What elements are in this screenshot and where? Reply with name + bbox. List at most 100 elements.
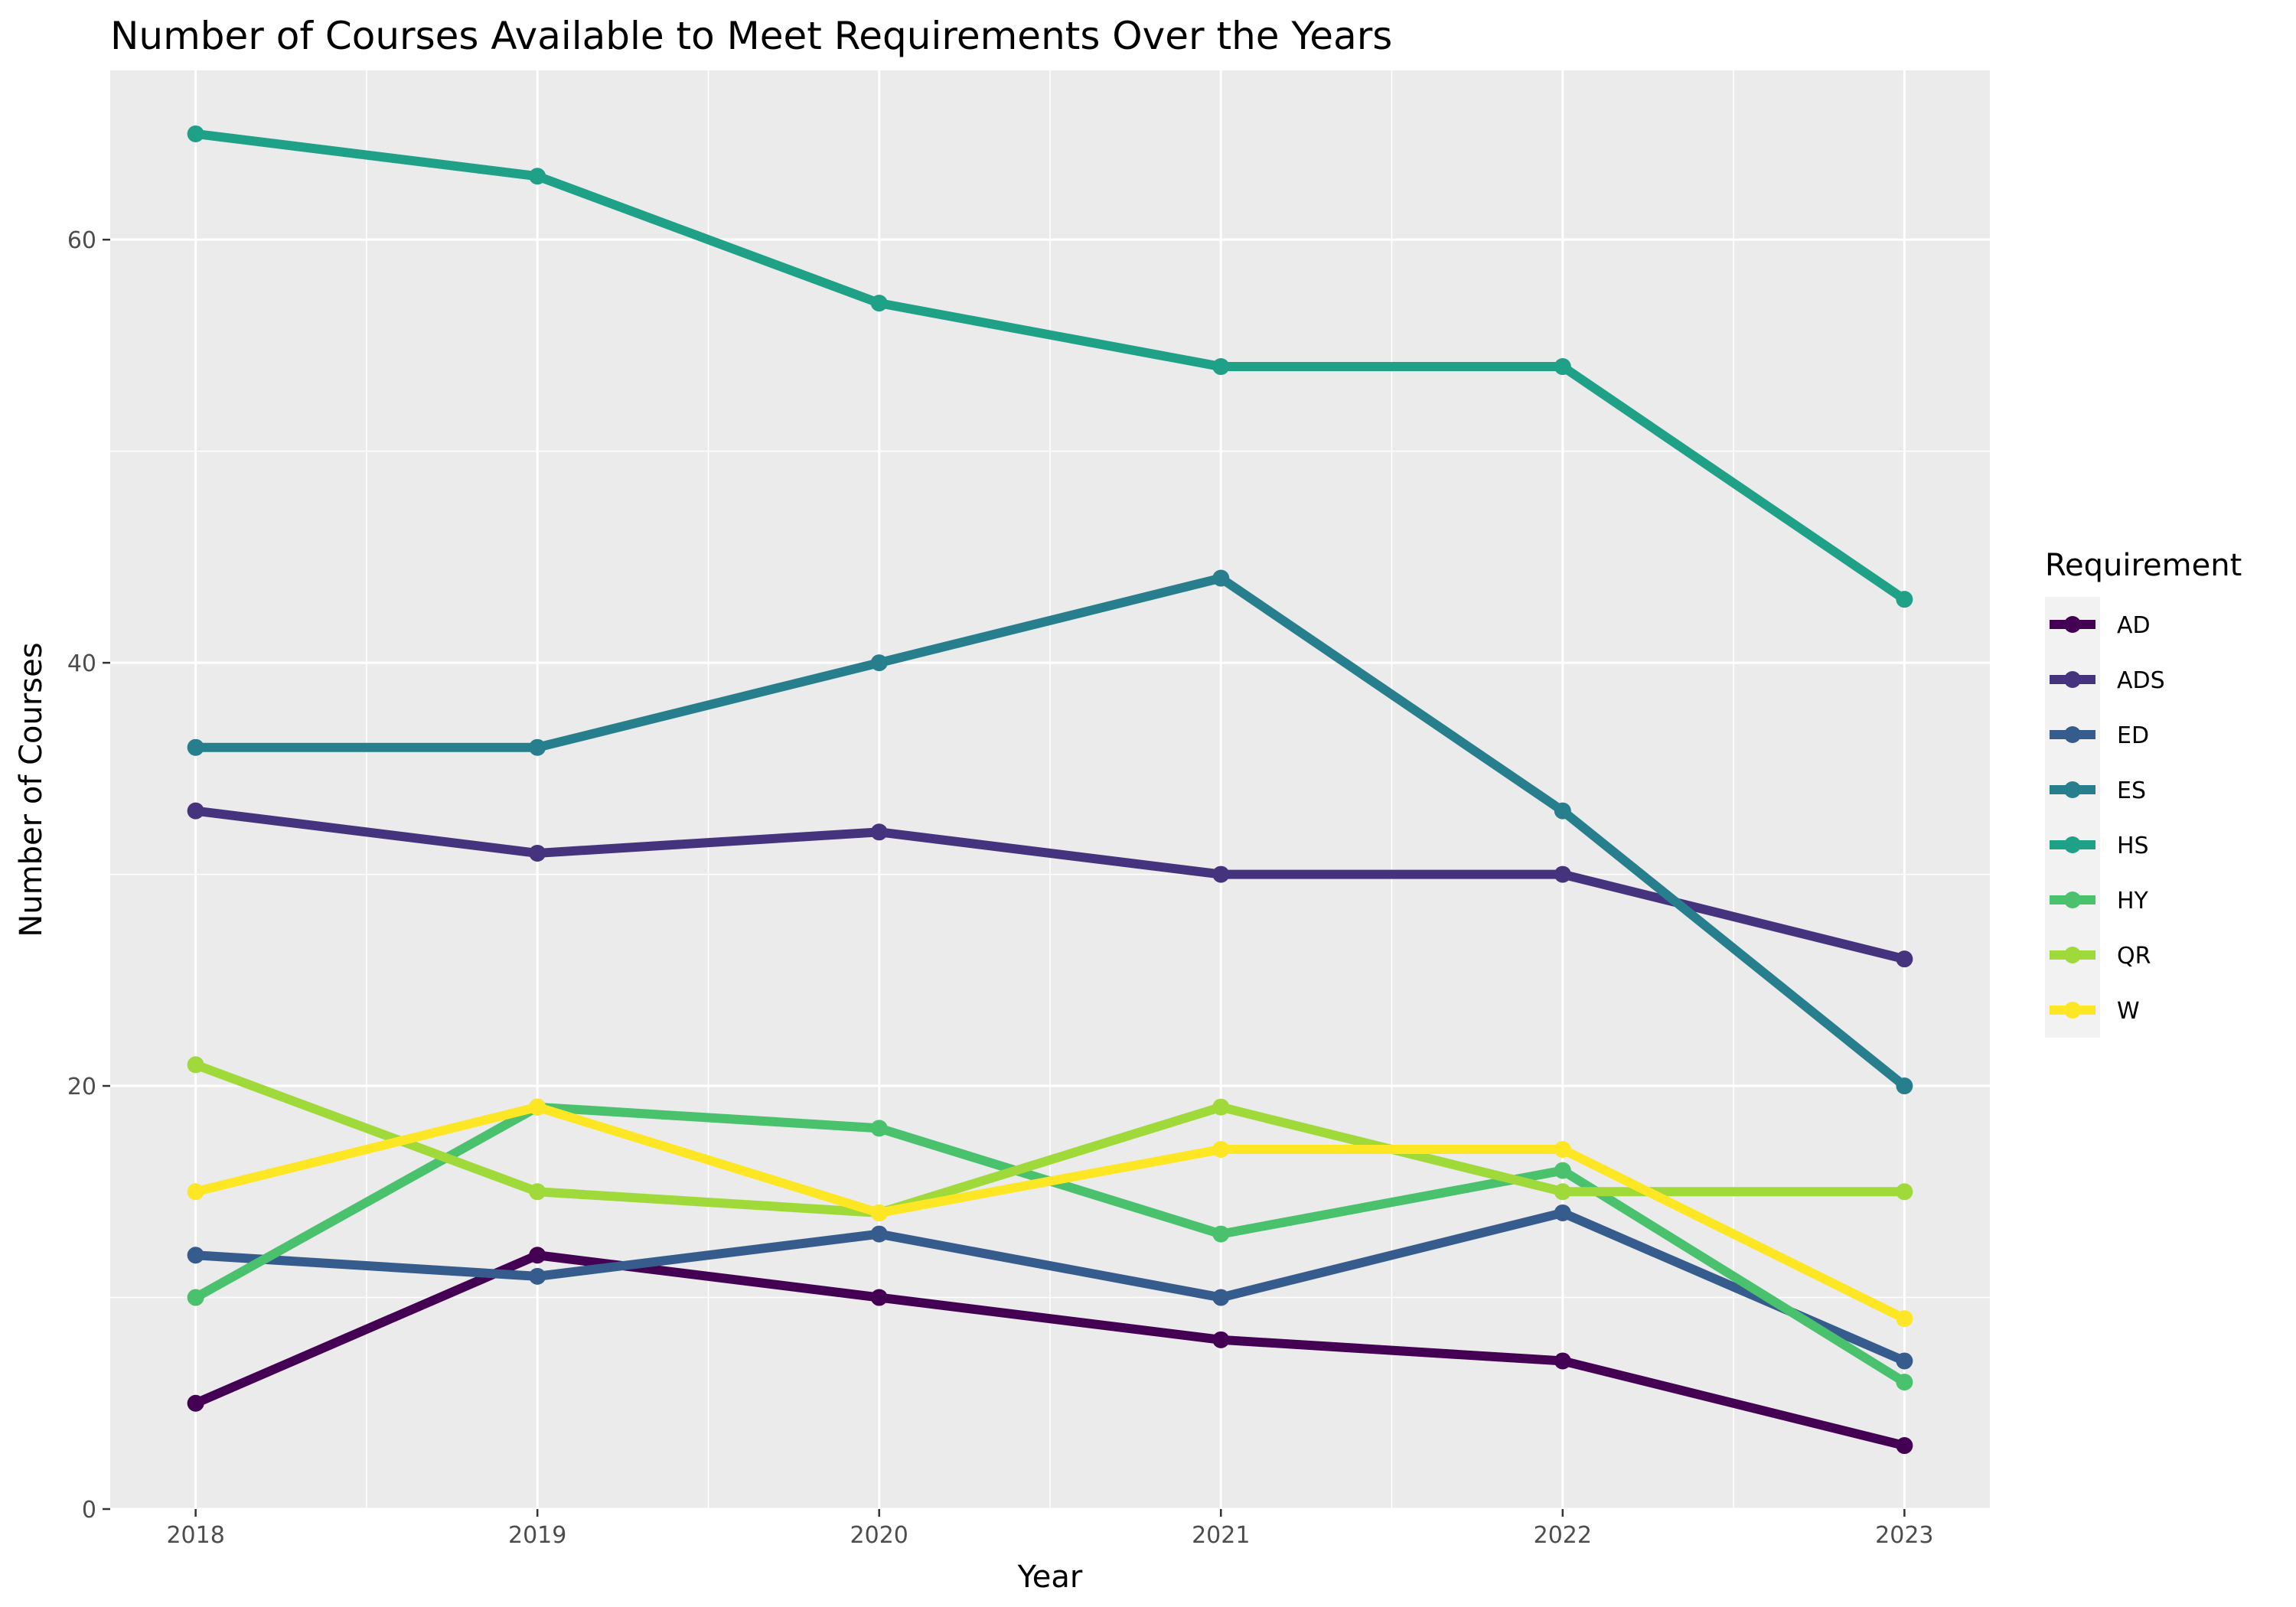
series-es (187, 569, 1913, 1095)
series-ads (187, 802, 1913, 968)
x-tick-label: 2018 (166, 1522, 224, 1549)
data-point (1554, 358, 1571, 376)
axis-ticks (103, 238, 1906, 1517)
data-point (1212, 358, 1230, 376)
legend-key-point (2064, 1002, 2081, 1019)
series-line-qr (194, 1060, 1905, 1217)
legend-item-ads: ADS (2050, 667, 2165, 694)
data-point (529, 844, 546, 862)
legend-item-hs: HS (2050, 833, 2149, 859)
data-point (187, 1056, 204, 1074)
series-ad (187, 1247, 1913, 1455)
legend-key-point (2064, 836, 2081, 853)
legend-label: W (2117, 998, 2140, 1025)
data-point (1212, 1098, 1230, 1116)
data-point (1896, 591, 1913, 608)
x-axis-title: Year (1017, 1560, 1083, 1595)
legend-item-qr: QR (2050, 943, 2151, 970)
data-point (1554, 1141, 1571, 1158)
data-point (870, 295, 888, 312)
tick-labels: 2018 2019 2020 2021 2022 2023 0 20 40 60 (67, 227, 1934, 1549)
data-point (187, 738, 204, 756)
legend-key-point (2064, 892, 2081, 908)
x-tick-label: 2023 (1875, 1522, 1933, 1549)
legend-item-es: ES (2050, 777, 2146, 804)
data-point (529, 1183, 546, 1201)
data-point (870, 1120, 888, 1137)
legend-item-ad: AD (2050, 612, 2151, 639)
legend: Requirement AD ADS ED ES HS HY QR W (2045, 548, 2242, 1038)
data-point (1212, 1331, 1230, 1348)
minor-gridlines (110, 70, 1990, 1509)
data-point (1896, 1374, 1913, 1391)
legend-key-point (2064, 726, 2081, 743)
series-layer (187, 125, 1913, 1455)
data-point (1554, 1204, 1571, 1221)
legend-item-w: W (2050, 998, 2140, 1025)
legend-label: QR (2117, 943, 2151, 970)
legend-label: HY (2117, 888, 2149, 914)
series-line-hs (194, 129, 1907, 604)
data-point (529, 738, 546, 756)
data-point (1554, 1352, 1571, 1370)
x-tick-label: 2022 (1534, 1522, 1592, 1549)
y-tick-label: 60 (67, 227, 96, 254)
legend-label: ES (2117, 777, 2146, 804)
data-point (187, 1247, 204, 1264)
y-tick-label: 0 (82, 1497, 96, 1524)
data-point (187, 1394, 204, 1412)
data-point (187, 1183, 204, 1201)
legend-label: ED (2117, 722, 2149, 749)
data-point (1212, 1225, 1230, 1243)
data-point (870, 1204, 888, 1221)
data-point (1554, 865, 1571, 883)
x-tick-label: 2019 (508, 1522, 566, 1549)
data-point (187, 802, 204, 820)
legend-item-hy: HY (2050, 888, 2149, 914)
legend-key-point (2064, 671, 2081, 688)
x-tick-label: 2021 (1192, 1522, 1250, 1549)
legend-label: AD (2117, 612, 2151, 639)
y-tick-label: 20 (67, 1074, 96, 1100)
data-point (1554, 1183, 1571, 1201)
data-point (870, 1289, 888, 1306)
legend-key-point (2064, 947, 2081, 963)
data-point (529, 1247, 546, 1264)
legend-label: HS (2117, 833, 2149, 859)
data-point (1896, 1183, 1913, 1201)
data-point (529, 1098, 546, 1116)
data-point (870, 1225, 888, 1243)
chart-title: Number of Courses Available to Meet Requ… (110, 14, 1392, 58)
data-point (187, 125, 204, 142)
legend-key-background (2045, 597, 2100, 1038)
data-point (870, 654, 888, 672)
legend-title: Requirement (2045, 548, 2242, 583)
series-line-es (195, 573, 1908, 1090)
series-line-ad (194, 1250, 1906, 1450)
data-point (529, 1267, 546, 1285)
series-hs (187, 125, 1913, 608)
series-ed (187, 1204, 1913, 1370)
series-line-ads (194, 806, 1906, 964)
data-point (187, 1289, 204, 1306)
data-point (1896, 1077, 1913, 1095)
legend-item-ed: ED (2050, 722, 2149, 749)
series-w (187, 1098, 1913, 1328)
data-point (1212, 569, 1230, 587)
data-point (1212, 1141, 1230, 1158)
y-tick-label: 40 (67, 650, 96, 677)
y-axis-title: Number of Courses (14, 642, 49, 937)
data-point (870, 823, 888, 841)
legend-label: ADS (2117, 667, 2165, 694)
series-line-ed (195, 1208, 1906, 1365)
data-point (1212, 1289, 1230, 1306)
series-line-w (194, 1102, 1907, 1323)
data-point (1554, 1162, 1571, 1179)
data-point (1896, 1352, 1913, 1370)
x-tick-label: 2020 (850, 1522, 908, 1549)
legend-key-point (2064, 781, 2081, 798)
data-point (1896, 1437, 1913, 1455)
legend-key-point (2064, 616, 2081, 633)
data-point (1212, 865, 1230, 883)
